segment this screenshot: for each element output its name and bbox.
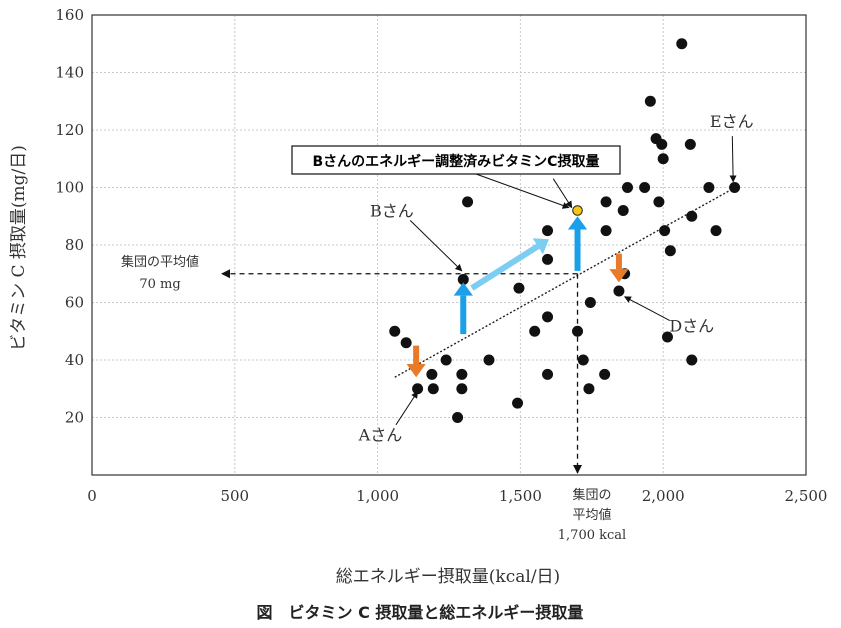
- person-label: Dさん: [669, 316, 714, 335]
- annotations: AさんBさんCさんDさんEさんBさんのエネルギー調整済みビタミンC摂取量集団の平…: [121, 112, 754, 543]
- data-point: [653, 196, 665, 208]
- data-point: [599, 368, 611, 380]
- callout-text: Bさんのエネルギー調整済みビタミンC摂取量: [313, 153, 600, 170]
- y-tick-label: 140: [55, 64, 84, 82]
- axis-ticks: 0 500 1,000 1,500 2,000 2,500 20 40 60 80 100 120 14…: [55, 6, 827, 505]
- data-point: [456, 368, 468, 380]
- data-point: [412, 383, 424, 395]
- x-axis-label: 総エネルギー摂取量(kcal/日): [336, 567, 560, 587]
- person-label: Bさん: [370, 201, 414, 220]
- arrow-down-head: [609, 269, 629, 283]
- data-point: [703, 182, 715, 193]
- data-point: [572, 325, 584, 337]
- data-point: [512, 397, 524, 409]
- data-point: [584, 297, 596, 308]
- data-point: [457, 274, 469, 285]
- data-point: [661, 331, 673, 343]
- adjusted-point: [572, 205, 583, 216]
- data-point: [684, 138, 696, 150]
- data-point: [427, 383, 439, 395]
- arrow-adjust-head: [532, 238, 549, 255]
- grid: [92, 15, 806, 475]
- data-point: [639, 182, 651, 193]
- x-tick-label: 2,000: [642, 487, 685, 505]
- x-tick-label: 2,500: [785, 487, 828, 505]
- data-point: [529, 325, 541, 337]
- y-tick-label: 60: [65, 294, 84, 312]
- data-point: [600, 196, 612, 208]
- adjustment-arrows: [406, 216, 629, 378]
- x-tick-label: 1,500: [499, 487, 542, 505]
- arrow-down-head: [406, 364, 426, 378]
- y-tick-label: 20: [65, 409, 84, 427]
- y-tick-label: 40: [65, 351, 84, 369]
- data-point: [617, 205, 629, 216]
- data-point: [659, 225, 671, 237]
- data-point: [542, 311, 554, 323]
- arrow-adjust-shaft: [470, 243, 540, 291]
- data-point: [483, 354, 495, 366]
- data-point: [426, 368, 438, 380]
- data-point: [686, 354, 698, 366]
- reference-lines: [221, 184, 741, 474]
- data-point: [656, 138, 668, 150]
- data-point: [462, 196, 474, 208]
- data-point: [710, 225, 722, 237]
- callout-pointer: [475, 173, 570, 209]
- data-point: [583, 383, 595, 395]
- data-point: [440, 354, 452, 366]
- y-tick-label: 100: [55, 179, 84, 197]
- plot-frame: [91, 14, 807, 476]
- person-pointer: [395, 391, 419, 426]
- mean-x-label: 集団の平均値 1,700 kcal: [558, 487, 626, 543]
- data-point: [644, 95, 656, 107]
- person-label: Aさん: [358, 426, 403, 445]
- x-tick-label: 1,000: [356, 487, 399, 505]
- person-pointer: [729, 136, 737, 183]
- data-point: [657, 153, 669, 165]
- data-point: [542, 368, 554, 380]
- arrow-up-head: [453, 282, 473, 296]
- x-tick-label: 500: [220, 487, 249, 505]
- data-point: [729, 182, 741, 193]
- data-point: [456, 383, 468, 395]
- y-tick-label: 120: [55, 121, 84, 139]
- regression-line: [394, 184, 741, 378]
- y-axis-label: ビタミン C 摂取量(mg/日): [9, 145, 29, 351]
- x-tick-label: 0: [87, 487, 97, 505]
- data-point: [613, 285, 625, 297]
- chart-title: 図 ビタミン C 摂取量と総エネルギー摂取量: [257, 603, 584, 622]
- mean-y-label: 集団の平均値 70 mg: [121, 254, 199, 292]
- data-point: [452, 412, 464, 423]
- y-tick-label: 160: [55, 6, 84, 24]
- data-point: [600, 225, 612, 237]
- data-point: [686, 210, 698, 222]
- person-pointer: [624, 296, 671, 322]
- data-point: [664, 245, 676, 257]
- data-point: [577, 354, 589, 366]
- data-point: [676, 38, 688, 50]
- data-point: [622, 182, 633, 193]
- person-label: Eさん: [710, 112, 754, 131]
- data-point: [400, 337, 412, 349]
- data-point: [513, 282, 525, 294]
- data-point: [389, 325, 401, 337]
- data-point: [542, 253, 554, 265]
- data-points: [389, 38, 741, 423]
- data-point: [542, 225, 554, 237]
- person-pointer: [409, 219, 463, 272]
- y-tick-label: 80: [65, 236, 84, 254]
- arrow-up-head: [567, 216, 588, 230]
- callout-box: [291, 145, 621, 175]
